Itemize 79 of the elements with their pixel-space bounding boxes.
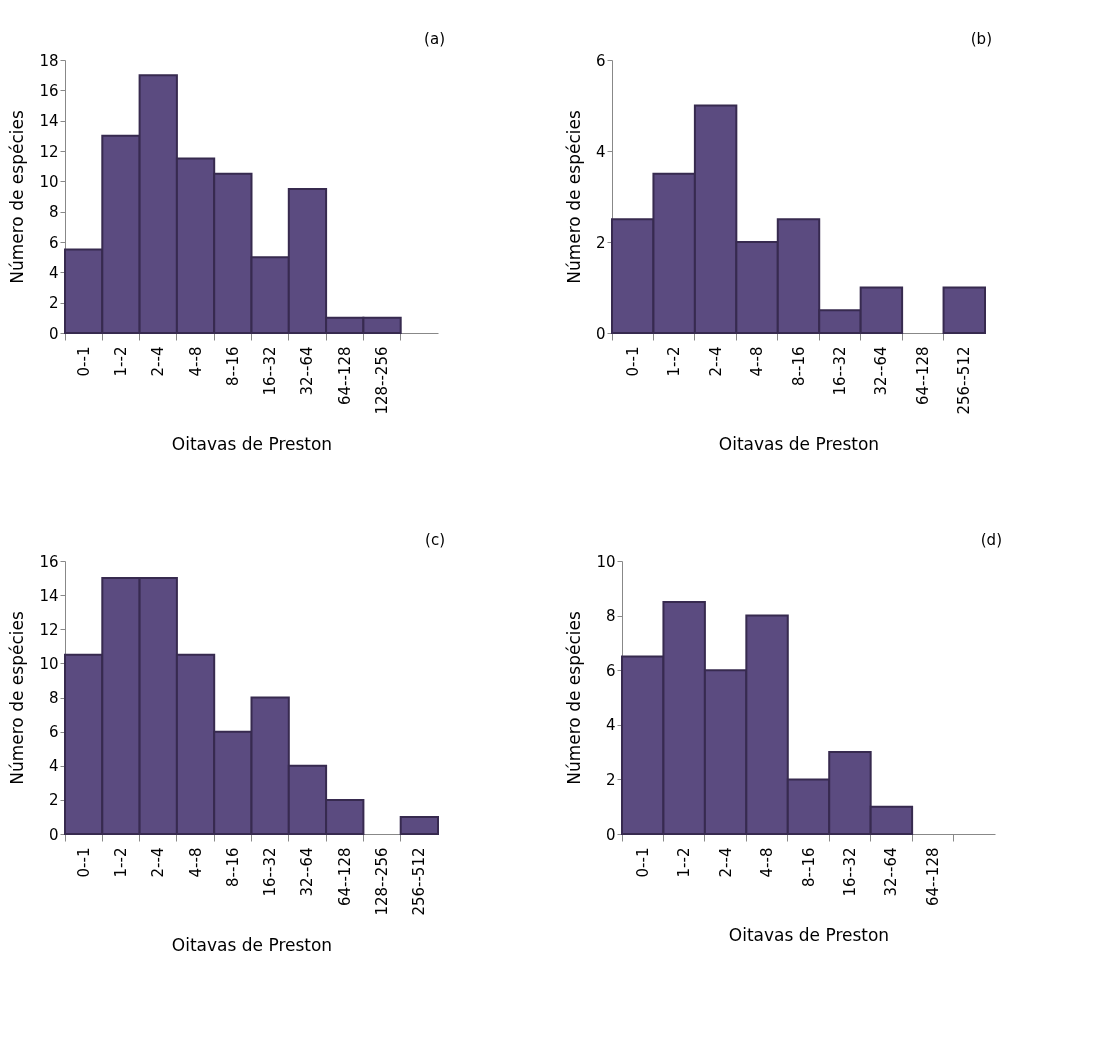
y-axis-title: Número de espécies	[7, 110, 28, 284]
x-tick-label: 16--32	[830, 346, 849, 396]
y-tick-label: 2	[48, 294, 59, 313]
x-tick-label: 1--2	[665, 346, 684, 377]
y-tick-label: 6	[48, 233, 59, 252]
x-tick-label: 64--128	[923, 847, 942, 907]
x-tick-label: 2--4	[149, 847, 168, 878]
x-tick-label: 16--32	[261, 346, 280, 396]
x-tick-label: 8--16	[223, 346, 242, 386]
bar	[399, 815, 439, 835]
y-tick-label: 0	[595, 324, 606, 343]
text: (b)	[970, 30, 992, 48]
x-tick-label: 32--64	[298, 847, 317, 897]
y-tick-label: 18	[39, 51, 59, 70]
y-tick-label: 2	[595, 233, 606, 252]
y-tick-label: 6	[595, 51, 606, 70]
x-tick-label: 2--4	[706, 346, 725, 377]
x-axis-title: Oitavas de Preston	[171, 433, 333, 454]
x-tick-label: 4--8	[758, 847, 777, 878]
y-tick-label: 16	[39, 552, 59, 571]
y-tick-label: 14	[39, 586, 59, 605]
y-tick-label: 10	[39, 654, 59, 673]
text: (d)	[980, 531, 1002, 549]
x-axis-title: Oitavas de Preston	[718, 433, 880, 454]
y-tick-label: 0	[48, 324, 59, 343]
x-tick-label: 2--4	[149, 346, 168, 377]
y-tick-label: 10	[596, 552, 616, 571]
y-tick-label: 4	[595, 142, 606, 161]
x-axis-title: Oitavas de Preston	[171, 934, 333, 955]
y-tick-label: 6	[48, 723, 59, 742]
y-tick-label: 6	[605, 661, 616, 680]
x-tick-label: 32--64	[872, 346, 891, 396]
x-tick-label: 4--8	[186, 346, 205, 377]
y-tick-label: 0	[48, 825, 59, 844]
text: (c)	[425, 531, 445, 549]
x-tick-label: 64--128	[335, 346, 354, 406]
y-tick-label: 14	[39, 112, 59, 131]
x-tick-label: 0--1	[623, 346, 642, 377]
y-axis-title: Número de espécies	[564, 611, 585, 785]
x-tick-label: 4--8	[186, 847, 205, 878]
text: (a)	[424, 30, 445, 48]
y-tick-label: 4	[48, 757, 59, 776]
y-tick-label: 12	[39, 620, 59, 639]
x-tick-label: 1--2	[675, 847, 694, 878]
bar	[942, 286, 986, 334]
x-tick-label: 4--8	[748, 346, 767, 377]
y-tick-label: 8	[605, 607, 616, 626]
y-tick-label: 4	[605, 716, 616, 735]
x-tick-label: 16--32	[840, 847, 859, 897]
y-tick-label: 10	[39, 172, 59, 191]
x-tick-label: 8--16	[223, 847, 242, 887]
x-tick-label: 0--1	[74, 346, 93, 377]
y-tick-label: 8	[48, 689, 59, 707]
x-tick-label: 16--32	[261, 847, 280, 897]
y-tick-label: 0	[605, 825, 616, 844]
y-tick-label: 12	[39, 142, 59, 161]
x-tick-label: 8--16	[789, 346, 808, 386]
x-tick-label: 128--256	[373, 346, 392, 415]
x-tick-label: 32--64	[882, 847, 901, 897]
x-tick-label: 1--2	[111, 847, 130, 878]
x-tick-label: 256--512	[955, 346, 974, 415]
y-axis-title: Número de espécies	[563, 110, 584, 284]
x-tick-label: 128--256	[373, 847, 392, 916]
x-tick-label: 64--128	[335, 847, 354, 907]
x-tick-label: 64--128	[913, 346, 932, 406]
y-axis-title: Número de espécies	[7, 611, 28, 785]
y-tick-label: 4	[48, 263, 59, 282]
y-tick-label: 16	[39, 81, 59, 100]
x-tick-label: 2--4	[716, 847, 735, 878]
x-tick-label: 0--1	[74, 847, 93, 878]
x-tick-label: 8--16	[799, 847, 818, 887]
x-tick-label: 32--64	[298, 346, 317, 396]
y-tick-label: 8	[48, 203, 59, 222]
y-tick-label: 2	[48, 791, 59, 810]
x-tick-label: 0--1	[633, 847, 652, 878]
y-tick-label: 2	[605, 770, 616, 789]
x-tick-label: 256--512	[410, 847, 429, 916]
x-tick-label: 1--2	[111, 346, 130, 377]
x-axis-title: Oitavas de Preston	[728, 925, 890, 946]
